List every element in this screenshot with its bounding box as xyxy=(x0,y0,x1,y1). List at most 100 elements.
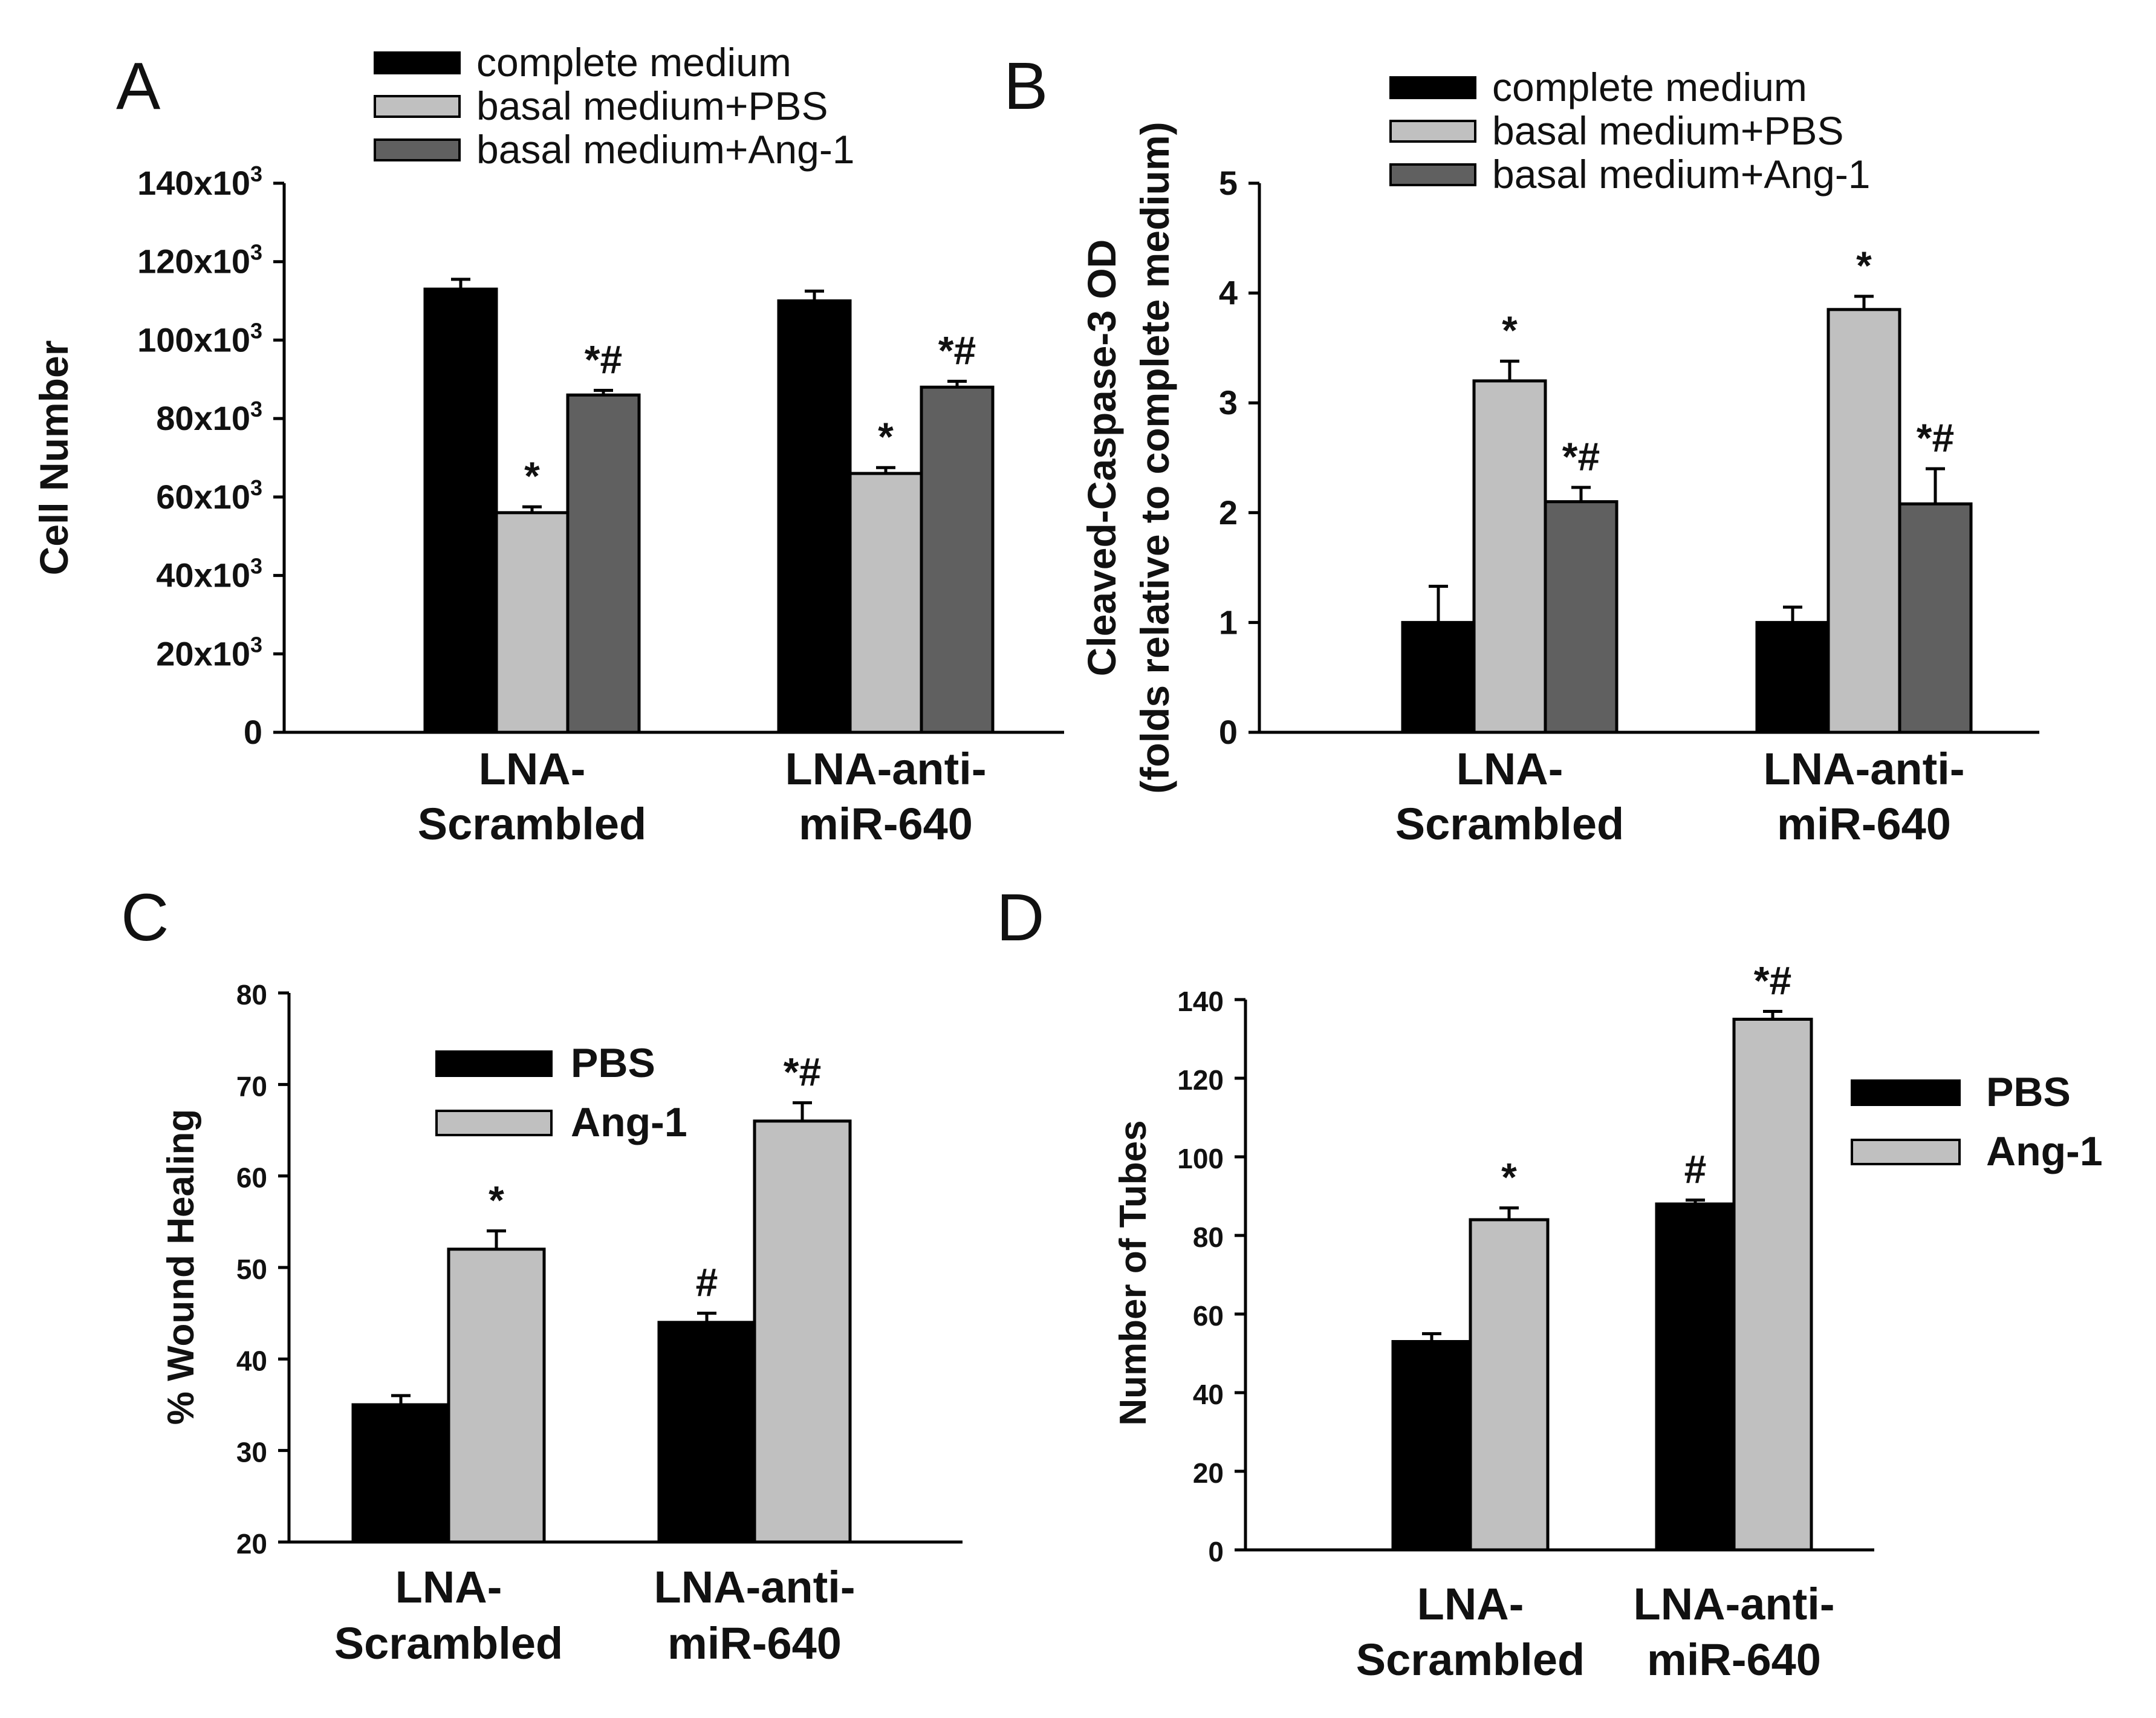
y-tick-label: 5 xyxy=(1219,164,1238,202)
y-tick-label-base: 80 xyxy=(1193,1222,1224,1253)
y-axis-label: Number of Tubes xyxy=(1112,1120,1154,1425)
y-tick-label: 20 xyxy=(236,1528,267,1560)
bar xyxy=(1655,1202,1736,1552)
bar xyxy=(1755,620,1830,734)
bar xyxy=(1544,500,1619,734)
y-tick-label: 40 xyxy=(1193,1379,1224,1410)
category-label: miR-640 xyxy=(1647,1635,1821,1685)
y-tick-label-base: 80 xyxy=(236,979,267,1010)
y-tick-label-base: 140x10 xyxy=(137,164,250,202)
significance-annotation: * xyxy=(1856,243,1872,288)
y-tick-label: 0 xyxy=(1208,1536,1224,1567)
category-label: Scrambled xyxy=(1356,1635,1585,1685)
panel-c-chart: C 20 30 40 50 60 70 80 % Wound Healing * LNA- Scra… xyxy=(121,880,963,1668)
legend-label: PBS xyxy=(1986,1069,2071,1115)
category-label: LNA-anti- xyxy=(1634,1579,1835,1629)
panel-c-letter: C xyxy=(121,880,169,955)
y-axis-label: Cell Number xyxy=(31,340,76,576)
y-axis-label: Cleaved-Caspase-3 OD xyxy=(1079,239,1124,677)
y-tick-label-base: 0 xyxy=(1219,713,1238,751)
legend-swatch xyxy=(1851,1079,1961,1106)
significance-annotation: * xyxy=(1501,1155,1517,1200)
category-label: Scrambled xyxy=(334,1618,563,1668)
bar xyxy=(1898,502,1973,734)
y-tick-label-base: 60 xyxy=(1193,1300,1224,1332)
y-tick-label-base: 120x10 xyxy=(137,242,250,281)
category-label: Scrambled xyxy=(1395,799,1624,849)
category-label: miR-640 xyxy=(667,1618,842,1668)
y-tick-label-base: 2 xyxy=(1219,493,1238,532)
y-tick-label: 80x103 xyxy=(156,397,262,437)
y-tick-label: 40 xyxy=(236,1345,267,1376)
bar xyxy=(447,1248,546,1544)
legend-label: basal medium+PBS xyxy=(1492,108,1843,153)
legend-label: basal medium+Ang-1 xyxy=(1492,152,1871,197)
bar xyxy=(657,1321,756,1544)
bar xyxy=(1826,308,1901,734)
significance-annotation: * xyxy=(489,1177,504,1222)
legend-swatch xyxy=(374,95,461,118)
legend-swatch xyxy=(1389,163,1476,186)
bar xyxy=(920,385,995,734)
category-label: Scrambled xyxy=(418,799,646,849)
legend-swatch xyxy=(435,1110,553,1136)
y-tick-label: 0 xyxy=(1219,713,1238,751)
bar xyxy=(753,1119,852,1544)
y-tick-label: 70 xyxy=(236,1070,267,1102)
y-tick-label: 2 xyxy=(1219,493,1238,532)
y-tick-label: 60 xyxy=(1193,1300,1224,1332)
y-tick-label-exponent: 3 xyxy=(250,554,262,579)
significance-annotation: # xyxy=(696,1260,718,1305)
bar xyxy=(423,287,498,734)
category-label: LNA- xyxy=(1417,1579,1524,1629)
significance-annotation: # xyxy=(1684,1147,1707,1192)
y-tick-label-base: 70 xyxy=(236,1070,267,1102)
bar xyxy=(777,299,852,734)
legend-label: complete medium xyxy=(476,40,791,85)
y-tick-label: 120 xyxy=(1177,1064,1224,1096)
y-tick-label-base: 5 xyxy=(1219,164,1238,202)
y-tick-label-base: 140 xyxy=(1177,986,1224,1017)
y-tick-label-base: 1 xyxy=(1219,603,1238,641)
bar xyxy=(1732,1018,1813,1552)
bar xyxy=(1391,1340,1472,1552)
y-tick-label: 140x103 xyxy=(137,161,262,202)
y-tick-label: 20 xyxy=(1193,1457,1224,1489)
y-tick-label-exponent: 3 xyxy=(250,240,262,265)
y-tick-label-exponent: 3 xyxy=(250,397,262,421)
y-tick-label-base: 40x10 xyxy=(156,556,250,594)
significance-annotation: *# xyxy=(1917,415,1954,460)
category-label: LNA-anti- xyxy=(1764,744,1965,794)
legend-swatch xyxy=(1389,120,1476,143)
y-tick-label-base: 0 xyxy=(1208,1536,1224,1567)
significance-annotation: *# xyxy=(784,1050,821,1095)
y-axis-label-secondary: (folds relative to complete medium) xyxy=(1132,122,1177,793)
y-tick-label-base: 0 xyxy=(244,713,262,751)
legend-swatch xyxy=(1389,76,1476,99)
significance-annotation: * xyxy=(524,454,540,498)
panel-b-letter: B xyxy=(1004,49,1048,123)
y-tick-label: 3 xyxy=(1219,383,1238,421)
panel-d-letter: D xyxy=(996,880,1044,955)
y-tick-label: 80 xyxy=(236,979,267,1010)
legend-swatch xyxy=(374,138,461,161)
y-tick-label: 140 xyxy=(1177,986,1224,1017)
significance-annotation: * xyxy=(878,414,894,459)
panel-a-chart: A 020x10340x10360x10380x103100x103120x10… xyxy=(31,40,1064,849)
legend-swatch xyxy=(1851,1139,1961,1165)
significance-annotation: *# xyxy=(1754,958,1791,1003)
legend-label: Ang-1 xyxy=(571,1099,687,1145)
y-tick-label: 80 xyxy=(1193,1222,1224,1253)
y-tick-label: 60 xyxy=(236,1162,267,1194)
bar xyxy=(848,472,923,734)
bar xyxy=(566,393,641,734)
y-tick-label-base: 100 xyxy=(1177,1143,1224,1174)
y-tick-label-base: 40 xyxy=(236,1345,267,1376)
legend-label: basal medium+PBS xyxy=(476,83,828,128)
y-tick-label-base: 40 xyxy=(1193,1379,1224,1410)
panel-b-chart: B 0 1 2 3 4 5 Cleaved-Caspase-3 OD (folds relat… xyxy=(1004,49,2039,849)
category-label: miR-640 xyxy=(799,799,973,849)
y-tick-label: 100 xyxy=(1177,1143,1224,1174)
significance-annotation: *# xyxy=(1562,434,1600,479)
